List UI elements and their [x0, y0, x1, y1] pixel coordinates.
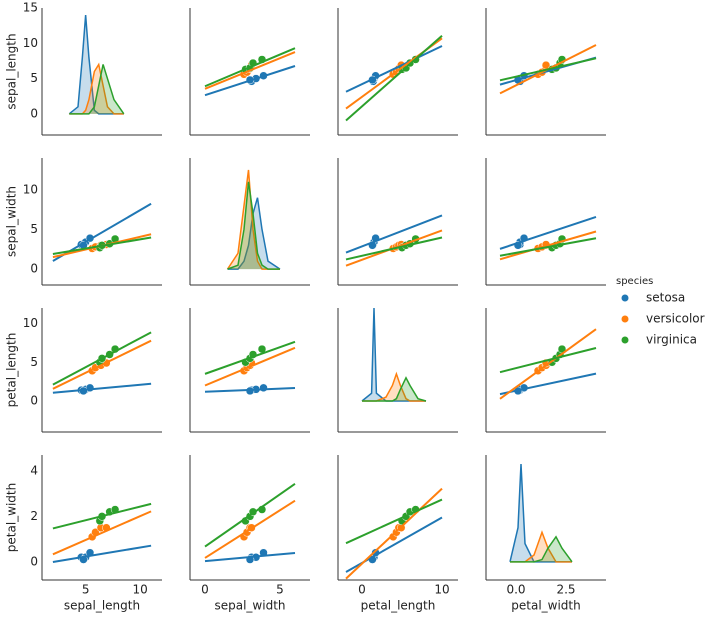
legend-label: versicolor — [646, 312, 705, 326]
fit-line — [52, 544, 152, 564]
y-tick-label: 5 — [30, 355, 38, 369]
fit-line — [499, 237, 597, 257]
legend: species setosa versicolor virginica — [616, 276, 705, 347]
kde-curve — [226, 169, 280, 270]
legend-label: setosa — [646, 291, 685, 305]
fit-line — [204, 47, 296, 88]
fit-line — [204, 65, 296, 97]
x-axis-label: petal_length — [361, 599, 436, 613]
legend-marker — [621, 315, 629, 323]
fit-line — [499, 230, 597, 261]
x-axis-label: sepal_width — [214, 599, 285, 613]
panel: 0 5 10 sepal_width — [5, 158, 162, 286]
x-tick-label: 5 — [82, 583, 90, 597]
panel: 0.0 2.5 petal_width — [485, 455, 606, 613]
y-axis-label: sepal_width — [5, 186, 19, 257]
kde-area — [510, 536, 572, 562]
fit-line — [499, 347, 597, 374]
panel — [337, 308, 458, 433]
fit-line — [204, 483, 296, 548]
y-tick-label: 0 — [30, 262, 38, 276]
x-tick-label: 10 — [434, 583, 449, 597]
fit-line — [52, 331, 152, 386]
y-tick-label: 5 — [30, 71, 38, 85]
panel — [485, 158, 606, 286]
fit-line — [204, 387, 296, 393]
fit-line — [499, 57, 597, 82]
y-tick-label: 0 — [30, 554, 38, 568]
y-tick-label: 2 — [30, 509, 38, 523]
panel — [189, 8, 310, 136]
kde-curve — [510, 535, 573, 563]
x-tick-label: 5 — [276, 583, 284, 597]
panel: 0 5 sepal_width — [189, 455, 310, 613]
kde-area — [510, 532, 572, 562]
fit-line — [345, 35, 443, 122]
fit-line — [499, 215, 597, 250]
fit-line — [345, 214, 443, 254]
fit-line — [52, 502, 152, 530]
y-tick-label: 0 — [30, 106, 38, 120]
kde-curve — [68, 14, 124, 115]
kde-area — [69, 64, 124, 114]
x-axis-label: petal_width — [511, 599, 580, 613]
kde-area — [362, 373, 426, 401]
panel: 0 2 4 petal_width 5 10 sepal_length — [5, 455, 162, 613]
x-tick-label: 0 — [358, 583, 366, 597]
kde-area — [69, 15, 124, 114]
panel — [485, 8, 606, 136]
panel — [337, 8, 458, 136]
fit-line — [499, 372, 597, 396]
fit-line — [345, 487, 443, 580]
panel — [337, 158, 458, 286]
fit-line — [204, 340, 296, 375]
x-tick-label: 0 — [201, 583, 209, 597]
legend-marker — [621, 294, 629, 302]
fit-line — [345, 236, 443, 261]
fit-line — [52, 236, 152, 255]
kde-area — [69, 64, 124, 114]
fit-line — [52, 510, 152, 556]
y-tick-label: 0 — [30, 394, 38, 408]
panel — [485, 308, 606, 433]
legend-label: virginica — [646, 333, 697, 347]
y-tick-label: 5 — [30, 222, 38, 236]
fit-line — [204, 551, 296, 563]
y-axis-label: petal_length — [5, 333, 19, 408]
y-tick-label: 10 — [23, 316, 38, 330]
legend-marker — [621, 336, 629, 344]
panel — [189, 158, 310, 286]
y-axis-label: sepal_length — [5, 33, 19, 109]
fit-line — [204, 346, 296, 387]
kde-area — [510, 464, 572, 562]
point — [259, 383, 268, 393]
x-tick-label: 0.0 — [506, 583, 525, 597]
fit-line — [204, 499, 296, 559]
y-tick-label: 15 — [23, 1, 38, 15]
y-tick-label: 10 — [23, 36, 38, 50]
kde-curve — [362, 376, 427, 402]
y-axis-label: petal_width — [5, 483, 19, 552]
y-tick-label: 10 — [23, 182, 38, 196]
fit-line — [204, 51, 296, 90]
fit-line — [499, 328, 597, 400]
fit-line — [345, 498, 443, 545]
legend-title: species — [616, 276, 653, 287]
panel — [189, 308, 310, 433]
kde-area — [362, 377, 426, 401]
fit-line — [52, 382, 152, 394]
panel: 0 5 10 petal_length — [5, 308, 162, 433]
fit-line — [345, 45, 443, 93]
x-tick-label: 10 — [133, 583, 148, 597]
kde-curve — [69, 64, 125, 115]
y-tick-label: 4 — [30, 463, 38, 477]
panel: 0 5 10 15 sepal_length — [5, 1, 162, 136]
fit-line — [52, 339, 152, 390]
kde-area — [227, 169, 280, 270]
kde-curve — [227, 181, 280, 270]
x-axis-label: sepal_length — [64, 599, 140, 613]
x-tick-label: 2.5 — [556, 583, 575, 597]
panel: 0 10 petal_length — [337, 455, 458, 613]
